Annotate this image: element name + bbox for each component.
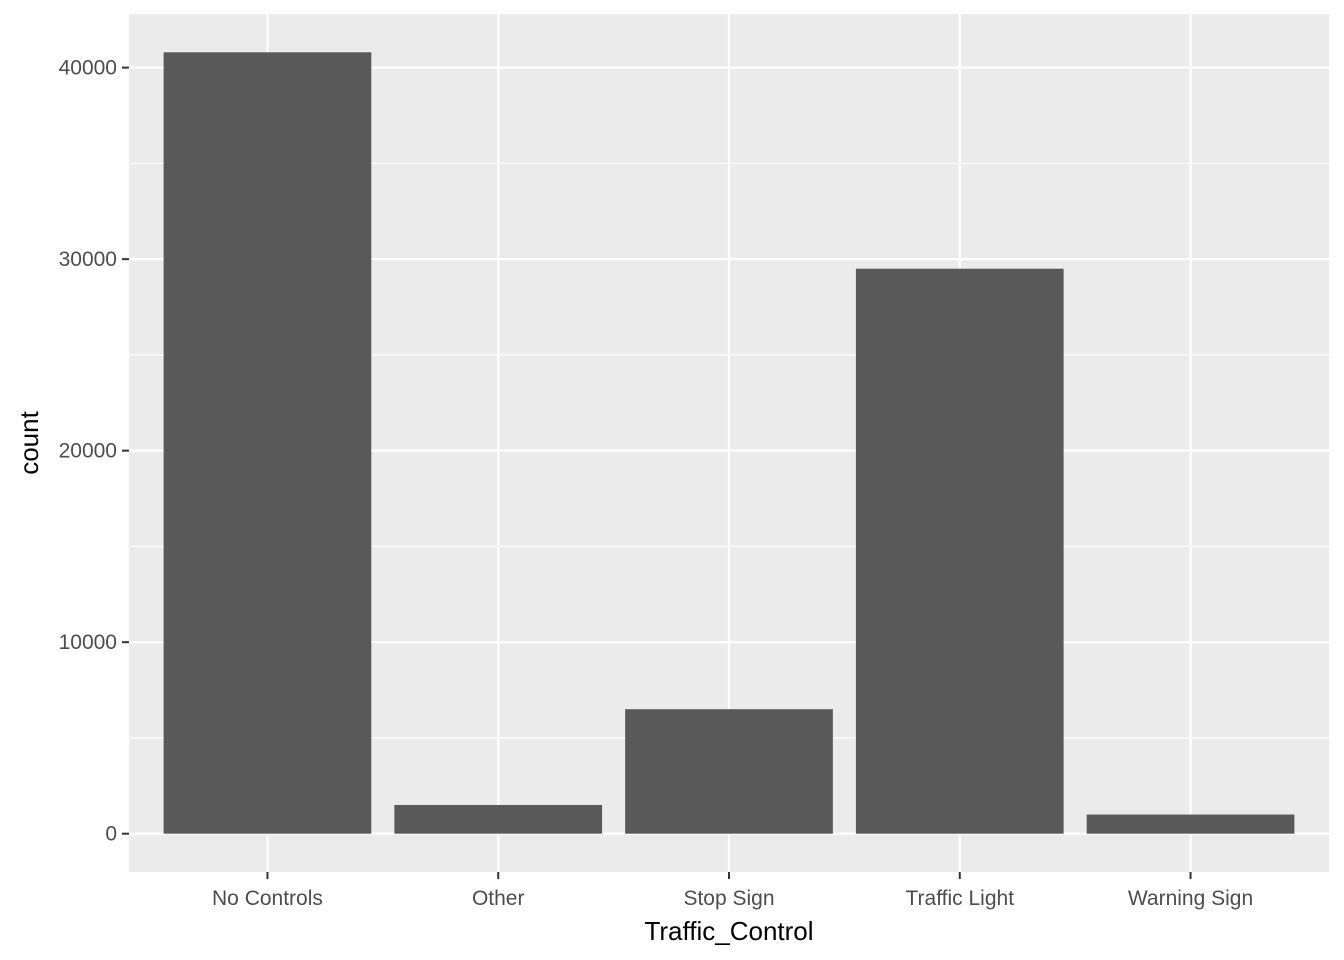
x-tick-label-1: Other	[472, 887, 525, 910]
bar-other	[394, 804, 603, 834]
y-axis: 0 10000 20000 30000 40000	[59, 57, 129, 846]
y-tick-label-1: 10000	[59, 631, 117, 654]
bar-stop-sign	[625, 709, 833, 834]
y-tick-label-4: 40000	[59, 57, 117, 80]
y-axis-title: count	[14, 410, 44, 474]
y-tick-label-0: 0	[105, 823, 117, 846]
bar-no-controls	[163, 52, 372, 834]
bar-warning-sign	[1086, 814, 1295, 834]
x-tick-label-2: Stop Sign	[683, 887, 774, 910]
x-axis-title: Traffic_Control	[644, 916, 813, 946]
bar-traffic-light	[855, 268, 1064, 834]
x-axis: No Controls Other Stop Sign Traffic Light Wa…	[212, 872, 1253, 910]
x-tick-label-3: Traffic Light	[905, 887, 1014, 910]
y-tick-label-3: 30000	[59, 248, 117, 271]
x-tick-label-0: No Controls	[212, 887, 323, 910]
x-tick-label-4: Warning Sign	[1128, 887, 1253, 910]
bars	[163, 52, 1295, 834]
y-tick-label-2: 20000	[59, 440, 117, 463]
